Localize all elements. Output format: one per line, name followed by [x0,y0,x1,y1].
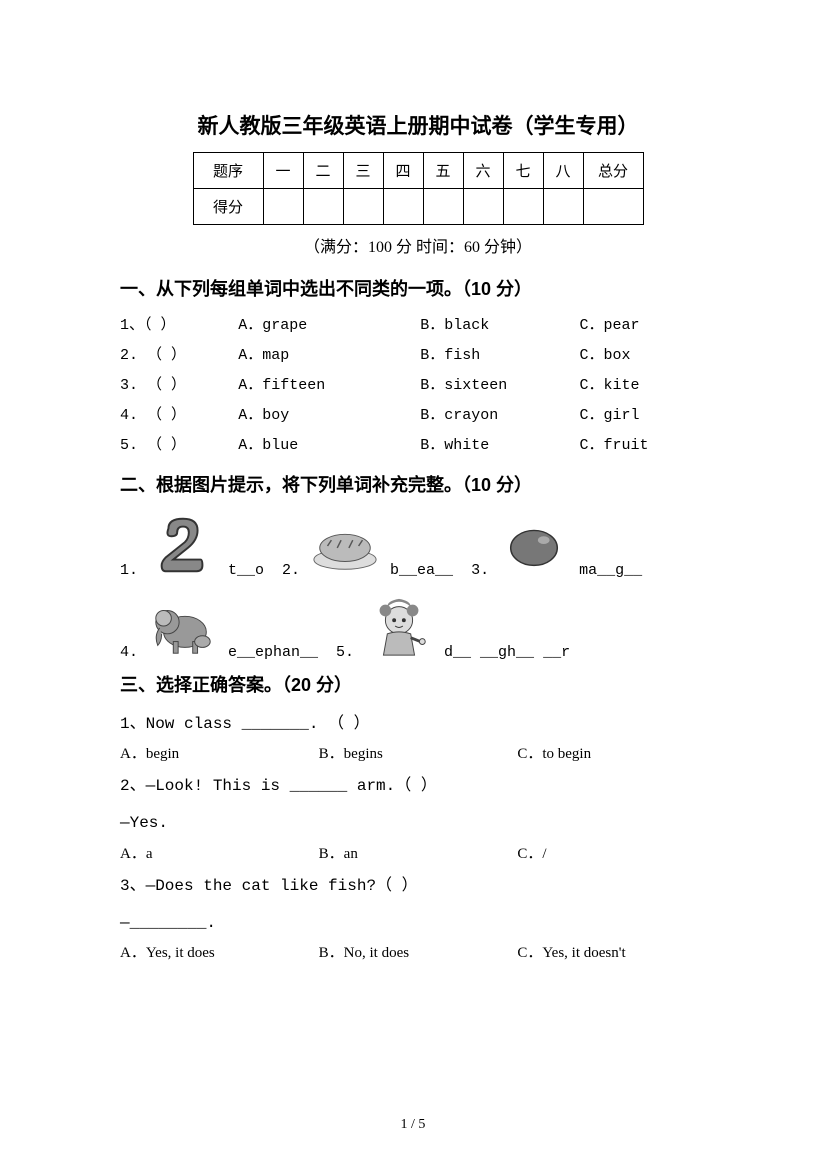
score-cell [503,189,543,225]
opt-b: B．No, it does [319,941,518,962]
fill-word: t__o [228,562,264,579]
q3-1-stem: 1、Now class _______. （ ） [120,707,716,742]
col-7: 七 [503,153,543,189]
score-cell [583,189,643,225]
opt-c: C．Yes, it doesn't [517,941,716,962]
elephant-icon [144,593,222,661]
opt-a: A．Yes, it does [120,941,319,962]
fill-item: 2. b__ea__ [282,511,453,579]
q-num: 1. [120,562,138,579]
opt-a: A．begin [120,742,319,763]
q-num: 5. [336,644,354,661]
q-row: 2. （ ） A．map B．fish C．box [120,341,716,371]
q-row: 5. （ ） A．blue B．white C．fruit [120,431,716,461]
q3-2-stem1: 2、—Look! This is ______ arm.（ ） [120,769,716,804]
table-row: 得分 [193,189,643,225]
score-cell [343,189,383,225]
q-row: 3. （ ） A．fifteen B．sixteen C．kite [120,371,716,401]
col-6: 六 [463,153,503,189]
fill-item: 4. e__ephan__ [120,593,318,661]
q-num: 4. [120,644,138,661]
q-num: 3. [471,562,489,579]
page-title: 新人教版三年级英语上册期中试卷（学生专用） [120,110,716,140]
opt-c: C．kite [580,371,716,401]
fill-item: 3. ma__g__ [471,511,642,579]
col-2: 二 [303,153,343,189]
col-total: 总分 [583,153,643,189]
opt-c: C．box [580,341,716,371]
q-row: 4. （ ） A．boy B．crayon C．girl [120,401,716,431]
col-3: 三 [343,153,383,189]
opt-c: C．to begin [517,742,716,763]
q-num: 2. （ ） [120,341,238,371]
col-8: 八 [543,153,583,189]
opt-b: B．fish [420,341,579,371]
section1-body: 1、（ ） A．grape B．black C．pear 2. （ ） A．ma… [120,311,716,461]
section3-heading: 三、选择正确答案。（20 分） [120,671,716,697]
opt-b: B．crayon [420,401,579,431]
q3-3-stem1: 3、—Does the cat like fish?（ ） [120,869,716,904]
fill-word: e__ephan__ [228,644,318,661]
opt-a: A．a [120,842,319,863]
q3-2-stem2: —Yes. [120,806,716,841]
fill-row-1: 1. t__o 2. b__ea__ 3. ma__g__ [120,511,716,579]
bread-icon [306,511,384,579]
opt-c: C．fruit [580,431,716,461]
opt-a: A．boy [238,401,420,431]
q3-2-opts: A．a B．an C．/ [120,842,716,863]
q3-3-opts: A．Yes, it does B．No, it does C．Yes, it d… [120,941,716,962]
page-number: 1 / 5 [0,1117,826,1133]
score-cell [423,189,463,225]
opt-b: B．sixteen [420,371,579,401]
mango-icon [495,511,573,579]
score-cell [303,189,343,225]
section1-heading: 一、从下列每组单词中选出不同类的一项。（10 分） [120,275,716,301]
q-num: 3. （ ） [120,371,238,401]
opt-b: B．begins [319,742,518,763]
fill-row-2: 4. e__ephan__ 5. d__ __gh__ __r [120,593,716,661]
fill-item: 5. d__ __gh__ __r [336,593,570,661]
q3-3-stem2: —________. [120,906,716,941]
exam-info: （满分：100 分 时间：60 分钟） [120,233,716,257]
opt-a: A．fifteen [238,371,420,401]
col-4: 四 [383,153,423,189]
q-num: 2. [282,562,300,579]
q-num: 4. （ ） [120,401,238,431]
page: 新人教版三年级英语上册期中试卷（学生专用） 题序 一 二 三 四 五 六 七 八… [0,0,826,1008]
score-cell [383,189,423,225]
q-num: 5. （ ） [120,431,238,461]
score-cell [463,189,503,225]
q-num: 1、（ ） [120,311,238,341]
opt-a: A．grape [238,311,420,341]
opt-c: C．pear [580,311,716,341]
table-row: 题序 一 二 三 四 五 六 七 八 总分 [193,153,643,189]
opt-a: A．map [238,341,420,371]
opt-b: B．black [420,311,579,341]
row2-label: 得分 [193,189,263,225]
row1-label: 题序 [193,153,263,189]
fill-word: ma__g__ [579,562,642,579]
number-two-icon [144,511,222,579]
col-1: 一 [263,153,303,189]
score-cell [543,189,583,225]
score-table: 题序 一 二 三 四 五 六 七 八 总分 得分 [193,152,644,225]
fill-word: d__ __gh__ __r [444,644,570,661]
opt-c: C．girl [580,401,716,431]
girl-icon [360,593,438,661]
opt-c: C．/ [517,842,716,863]
opt-b: B．white [420,431,579,461]
fill-item: 1. t__o [120,511,264,579]
opt-a: A．blue [238,431,420,461]
score-cell [263,189,303,225]
col-5: 五 [423,153,463,189]
fill-word: b__ea__ [390,562,453,579]
q3-1-opts: A．begin B．begins C．to begin [120,742,716,763]
opt-b: B．an [319,842,518,863]
q-row: 1、（ ） A．grape B．black C．pear [120,311,716,341]
section2-heading: 二、根据图片提示，将下列单词补充完整。（10 分） [120,471,716,497]
